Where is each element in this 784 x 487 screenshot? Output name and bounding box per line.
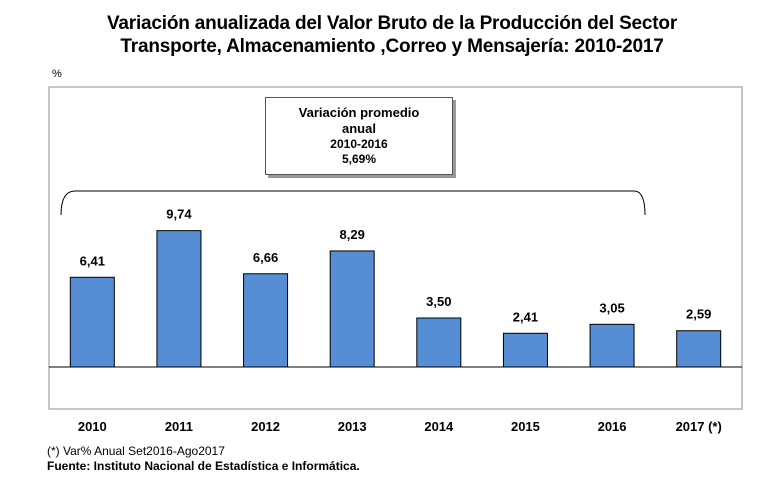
data-label: 8,29 (340, 227, 365, 242)
callout-average: 5,69% (341, 152, 377, 166)
bar-2015 (502, 332, 548, 368)
x-tick-label: 2011 (165, 419, 193, 434)
data-label: 2,41 (513, 309, 538, 324)
bar-2011 (156, 230, 202, 368)
data-label: 3,50 (426, 294, 451, 309)
bar-2014 (416, 317, 462, 368)
title-line-1: Variación anualizada del Valor Bruto de … (106, 13, 678, 34)
x-tick-label: 2016 (598, 419, 627, 434)
data-label: 6,41 (80, 253, 105, 268)
data-label: 3,05 (599, 300, 624, 315)
data-label: 6,66 (253, 250, 278, 265)
source-note: Fuente: Instituto Nacional de Estadístic… (47, 459, 360, 473)
x-tick-label: 2014 (424, 419, 454, 434)
x-tick-label: 2012 (251, 419, 280, 434)
footnote: (*) Var% Anual Set2016-Ago2017 (47, 444, 225, 458)
bar-2013 (329, 250, 375, 368)
period-bracket (60, 190, 646, 216)
bar-2012 (243, 273, 289, 368)
data-label: 2,59 (686, 307, 711, 322)
x-tick-label: 2010 (78, 419, 107, 434)
chart-title: Variación anualizada del Valor Bruto de … (0, 12, 784, 58)
callout-period: 2010-2016 (330, 137, 388, 151)
bar-2010 (69, 276, 115, 368)
plot-frame (48, 86, 743, 410)
callout-line-1: Variación promedio (298, 105, 420, 120)
bar-2016 (589, 323, 635, 368)
average-callout: Variación promedio anual 2010-2016 5,69% (265, 97, 453, 175)
data-label: 9,74 (166, 207, 192, 222)
y-unit-label: % (52, 68, 62, 80)
x-tick-label: 2015 (511, 419, 540, 434)
x-tick-label: 2013 (338, 419, 367, 434)
callout-line-2: anual (342, 121, 376, 136)
title-line-2: Transporte, Almacenamiento ,Correo y Men… (120, 36, 664, 57)
bar-2017 (*) (676, 330, 722, 368)
x-tick-label: 2017 (*) (676, 419, 722, 434)
